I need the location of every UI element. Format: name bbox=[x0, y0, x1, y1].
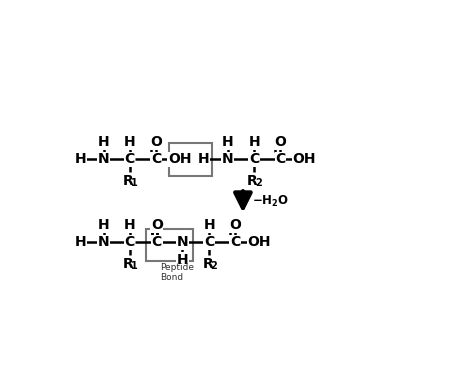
Text: H: H bbox=[75, 152, 86, 166]
Text: Peptide
Bond: Peptide Bond bbox=[161, 263, 194, 282]
Text: H: H bbox=[176, 253, 188, 267]
Text: H: H bbox=[198, 152, 210, 166]
Text: OH: OH bbox=[168, 152, 191, 166]
Text: R: R bbox=[247, 174, 258, 187]
Text: C: C bbox=[152, 236, 162, 249]
Text: 1: 1 bbox=[131, 261, 137, 271]
Text: N: N bbox=[98, 236, 109, 249]
Text: OH: OH bbox=[168, 152, 191, 166]
Text: H: H bbox=[98, 218, 109, 232]
Text: H: H bbox=[98, 135, 109, 149]
Text: C: C bbox=[204, 236, 214, 249]
Text: O: O bbox=[151, 218, 163, 232]
Text: H: H bbox=[222, 135, 234, 149]
Text: R: R bbox=[123, 174, 134, 187]
Text: H: H bbox=[75, 236, 86, 249]
Text: C: C bbox=[125, 152, 135, 166]
Text: R: R bbox=[202, 257, 213, 271]
Text: 2: 2 bbox=[255, 178, 262, 188]
Text: O: O bbox=[274, 135, 286, 149]
Text: H: H bbox=[248, 135, 260, 149]
Text: C: C bbox=[249, 152, 259, 166]
Text: OH: OH bbox=[292, 152, 316, 166]
Bar bbox=[169, 143, 212, 176]
Text: H: H bbox=[198, 152, 210, 166]
Text: H: H bbox=[124, 218, 136, 232]
Text: C: C bbox=[230, 236, 240, 249]
Text: C: C bbox=[152, 236, 162, 249]
Text: N: N bbox=[222, 152, 234, 166]
Text: R: R bbox=[123, 257, 134, 271]
Text: $\mathregular{- H_2O}$: $\mathregular{- H_2O}$ bbox=[252, 194, 289, 209]
Text: OH: OH bbox=[247, 236, 271, 249]
Text: O: O bbox=[229, 218, 241, 232]
Text: H: H bbox=[124, 135, 136, 149]
Text: N: N bbox=[176, 236, 188, 249]
Text: N: N bbox=[98, 152, 109, 166]
Text: C: C bbox=[275, 152, 285, 166]
Text: N: N bbox=[176, 236, 188, 249]
Text: C: C bbox=[151, 152, 161, 166]
Text: 1: 1 bbox=[131, 178, 137, 188]
Text: H: H bbox=[203, 218, 215, 232]
Text: O: O bbox=[150, 135, 162, 149]
Text: 2: 2 bbox=[210, 261, 217, 271]
Text: C: C bbox=[125, 236, 135, 249]
Text: O: O bbox=[151, 218, 163, 232]
Bar bbox=[146, 229, 192, 261]
